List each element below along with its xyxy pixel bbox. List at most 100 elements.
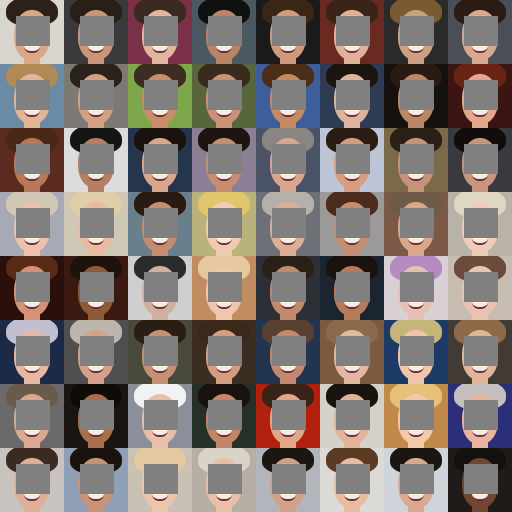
- face-tile: [64, 0, 128, 64]
- mouth: [152, 494, 168, 501]
- gray-mask-square: [464, 400, 498, 430]
- gray-mask-square: [80, 464, 114, 494]
- gray-mask-square: [272, 464, 306, 494]
- mouth: [88, 430, 104, 437]
- gray-mask-square: [464, 80, 498, 110]
- mouth: [216, 302, 232, 309]
- mouth: [344, 238, 360, 245]
- face-tile: [448, 0, 512, 64]
- gray-mask-square: [400, 336, 434, 366]
- mouth: [88, 46, 104, 53]
- mouth: [88, 238, 104, 245]
- mouth: [280, 238, 296, 245]
- gray-mask-square: [16, 272, 50, 302]
- mouth: [408, 238, 424, 245]
- face-tile: [320, 64, 384, 128]
- mouth: [344, 366, 360, 373]
- face-tile: [0, 384, 64, 448]
- gray-mask-square: [464, 464, 498, 494]
- face-tile: [192, 384, 256, 448]
- mouth: [88, 174, 104, 181]
- face-tile: [384, 384, 448, 448]
- gray-mask-square: [336, 144, 370, 174]
- gray-mask-square: [336, 80, 370, 110]
- gray-mask-square: [400, 144, 434, 174]
- mouth: [344, 302, 360, 309]
- gray-mask-square: [464, 16, 498, 46]
- gray-mask-square: [272, 400, 306, 430]
- gray-mask-square: [16, 208, 50, 238]
- face-tile: [448, 128, 512, 192]
- gray-mask-square: [80, 16, 114, 46]
- mouth: [152, 238, 168, 245]
- face-tile: [384, 0, 448, 64]
- face-tile: [384, 128, 448, 192]
- gray-mask-square: [400, 464, 434, 494]
- gray-mask-square: [400, 400, 434, 430]
- face-tile: [128, 256, 192, 320]
- mouth: [88, 302, 104, 309]
- mouth: [216, 430, 232, 437]
- face-tile: [256, 448, 320, 512]
- mouth: [472, 110, 488, 117]
- mouth: [472, 366, 488, 373]
- face-tile: [320, 384, 384, 448]
- face-tile: [320, 128, 384, 192]
- gray-mask-square: [272, 272, 306, 302]
- face-tile: [192, 192, 256, 256]
- gray-mask-square: [208, 80, 242, 110]
- mouth: [152, 430, 168, 437]
- mouth: [24, 110, 40, 117]
- mouth: [408, 494, 424, 501]
- gray-mask-square: [272, 208, 306, 238]
- gray-mask-square: [272, 16, 306, 46]
- face-tile: [256, 192, 320, 256]
- mouth: [344, 46, 360, 53]
- mouth: [408, 174, 424, 181]
- gray-mask-square: [208, 400, 242, 430]
- face-tile: [0, 256, 64, 320]
- gray-mask-square: [16, 400, 50, 430]
- gray-mask-square: [400, 272, 434, 302]
- face-tile: [192, 0, 256, 64]
- face-tile: [256, 256, 320, 320]
- face-tile: [64, 64, 128, 128]
- mouth: [344, 110, 360, 117]
- mouth: [152, 46, 168, 53]
- face-tile: [448, 64, 512, 128]
- face-tile: [64, 320, 128, 384]
- face-tile: [192, 448, 256, 512]
- mouth: [280, 302, 296, 309]
- mouth: [280, 494, 296, 501]
- gray-mask-square: [80, 400, 114, 430]
- face-tile: [320, 448, 384, 512]
- gray-mask-square: [144, 336, 178, 366]
- mouth: [472, 174, 488, 181]
- face-tile: [192, 256, 256, 320]
- face-tile: [0, 0, 64, 64]
- mouth: [472, 46, 488, 53]
- gray-mask-square: [16, 16, 50, 46]
- face-tile: [384, 256, 448, 320]
- mouth: [280, 366, 296, 373]
- mouth: [408, 110, 424, 117]
- mouth: [408, 46, 424, 53]
- face-tile: [256, 0, 320, 64]
- mouth: [408, 366, 424, 373]
- face-tile: [256, 320, 320, 384]
- gray-mask-square: [272, 144, 306, 174]
- face-tile: [0, 448, 64, 512]
- face-tile: [384, 448, 448, 512]
- face-tile: [448, 192, 512, 256]
- face-tile: [448, 256, 512, 320]
- gray-mask-square: [144, 144, 178, 174]
- gray-mask-square: [208, 16, 242, 46]
- gray-mask-square: [144, 208, 178, 238]
- gray-mask-square: [144, 272, 178, 302]
- gray-mask-square: [464, 336, 498, 366]
- gray-mask-square: [464, 272, 498, 302]
- gray-mask-square: [336, 272, 370, 302]
- face-tile: [384, 320, 448, 384]
- mouth: [280, 46, 296, 53]
